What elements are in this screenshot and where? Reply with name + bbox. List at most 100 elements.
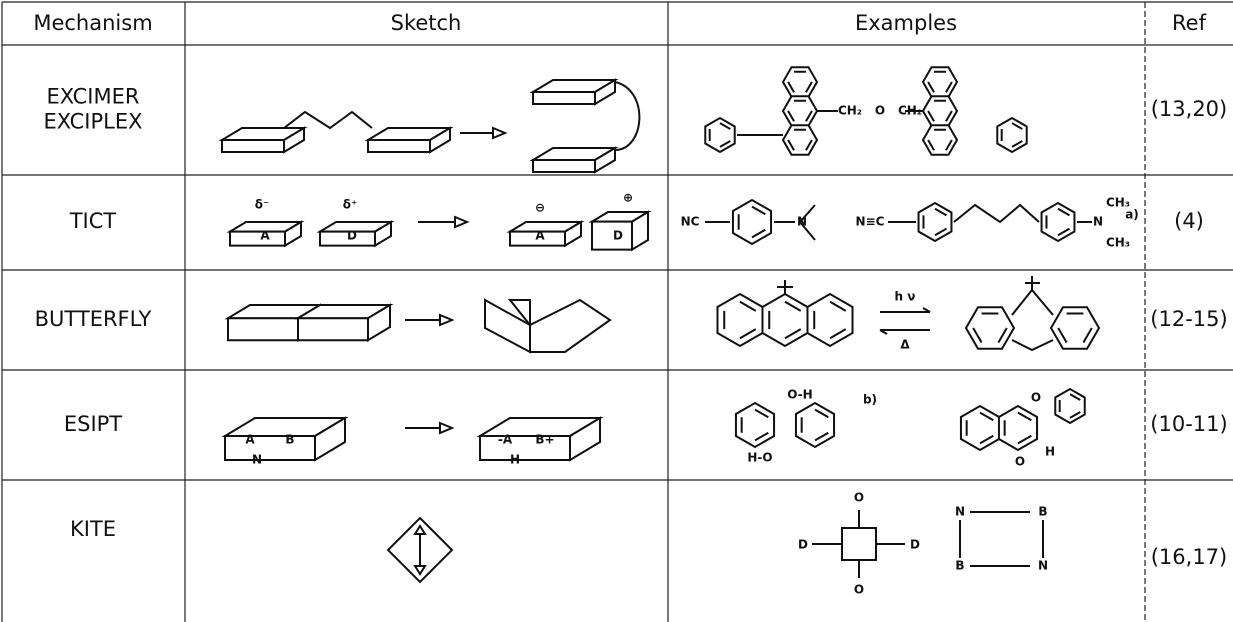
label: D (613, 229, 623, 243)
label: H-O (747, 451, 772, 465)
label: B (285, 433, 294, 447)
label: (13,20) (1151, 97, 1228, 121)
ring-bond (787, 70, 813, 93)
label: D (798, 538, 808, 552)
slab-front (297, 317, 369, 342)
arrowhead (439, 313, 455, 327)
ring-bond (927, 70, 953, 93)
ring-bond (787, 99, 813, 122)
slab-front (229, 230, 286, 247)
label: δ⁻ (255, 198, 270, 212)
label: BUTTERFLY (35, 307, 152, 331)
label: b) (863, 393, 877, 407)
label: B (955, 559, 964, 573)
ring (964, 306, 1016, 350)
slab-front (367, 139, 431, 153)
label: H (510, 453, 520, 467)
label: N (252, 453, 262, 467)
wing (507, 299, 531, 328)
label: O (1031, 391, 1041, 405)
ring-bond (922, 207, 948, 237)
ring-bond (813, 300, 847, 340)
label: CH₃ (1106, 196, 1130, 210)
stroke (812, 510, 905, 578)
ring-bond (740, 408, 769, 442)
ring-bond (768, 300, 802, 340)
arrowhead (413, 565, 427, 576)
label: ⊕ (623, 191, 633, 205)
ring-bond (927, 99, 953, 122)
ring (1049, 306, 1101, 350)
ring (841, 527, 877, 561)
label: Δ (900, 338, 910, 352)
arrowhead (413, 524, 427, 535)
label: CH₂ (838, 104, 862, 118)
slab-front (532, 159, 596, 173)
stroke (705, 203, 1092, 241)
slab-front (221, 139, 285, 153)
label: KITE (70, 517, 116, 541)
slab-side (631, 210, 649, 252)
stroke (614, 81, 641, 151)
label: h ν (895, 290, 916, 304)
ring-bond (708, 122, 731, 148)
label: B+ (535, 433, 554, 447)
label: O-H (787, 388, 812, 402)
slab-side (284, 220, 302, 248)
label: A (245, 433, 255, 447)
label: Examples (855, 11, 957, 35)
slab-side (367, 303, 391, 342)
label: O (875, 104, 885, 118)
label: O (854, 491, 864, 505)
label: O (1015, 455, 1025, 469)
label: CH₂ (898, 104, 922, 118)
slab-side (283, 126, 305, 154)
slab-side (594, 146, 616, 174)
label: ⊖ (535, 201, 545, 215)
ring (806, 292, 854, 348)
label: Sketch (391, 11, 462, 35)
slab-front (591, 220, 633, 251)
ring-bond (723, 300, 757, 340)
label: (16,17) (1151, 545, 1228, 569)
label: A (535, 229, 545, 243)
slab-side (594, 78, 616, 106)
ring-bond (965, 411, 994, 445)
ring-bond (800, 408, 829, 442)
label: a) (1125, 208, 1139, 222)
slab-side (569, 416, 601, 462)
slab-front (227, 317, 299, 342)
label: N≡C (856, 215, 885, 229)
stroke (879, 307, 931, 335)
stroke (777, 280, 793, 294)
arrowhead (439, 421, 455, 435)
stroke (1011, 276, 1054, 352)
label: (12-15) (1150, 307, 1227, 331)
stroke (959, 511, 1044, 567)
ring-bond (1058, 393, 1081, 419)
label: O (854, 583, 864, 597)
arrowhead (454, 215, 470, 229)
ring-bond (787, 128, 813, 151)
label: B (1038, 505, 1047, 519)
slab-side (314, 416, 346, 462)
slab-front (532, 91, 596, 105)
label: ESIPT (64, 412, 122, 436)
label: -A (498, 433, 513, 447)
ring-bond (1057, 312, 1093, 344)
label: A (260, 229, 270, 243)
label: CH₃ (1106, 236, 1130, 250)
slab-side (564, 220, 582, 248)
label: (10-11) (1150, 412, 1227, 436)
label: (4) (1174, 209, 1204, 233)
ring-bond (1000, 122, 1023, 148)
label: Mechanism (33, 11, 152, 35)
label: N (955, 505, 965, 519)
ring-bond (1045, 207, 1071, 237)
label: EXCIPLEX (43, 110, 142, 134)
label: TICT (69, 209, 117, 233)
wing (529, 298, 612, 353)
slab-front (479, 435, 571, 461)
stroke (283, 110, 373, 130)
